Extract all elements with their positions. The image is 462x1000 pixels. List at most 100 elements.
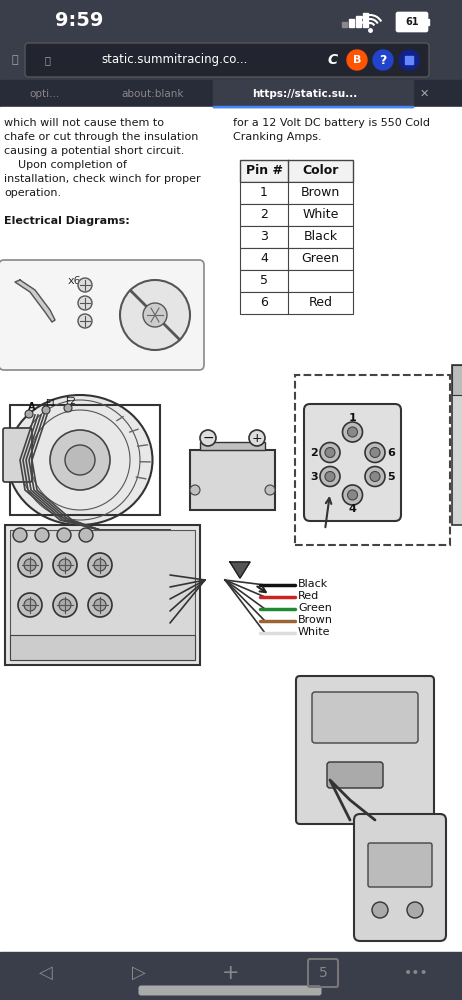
Text: F2: F2 (65, 397, 76, 406)
Circle shape (50, 430, 110, 490)
Circle shape (18, 593, 42, 617)
Text: opti...: opti... (30, 89, 60, 99)
Circle shape (320, 466, 340, 487)
Bar (452, 365, 462, 395)
Polygon shape (230, 562, 250, 578)
Bar (240, 270, 353, 292)
Bar (240, 292, 353, 314)
Text: Green: Green (298, 603, 332, 613)
Circle shape (78, 314, 92, 328)
Text: Cranking Amps.: Cranking Amps. (233, 132, 322, 142)
Bar (342, 22, 347, 27)
Text: 61: 61 (405, 17, 419, 27)
Text: 6: 6 (387, 448, 395, 458)
Circle shape (13, 528, 27, 542)
Circle shape (265, 485, 275, 495)
Circle shape (347, 427, 358, 437)
Text: Red: Red (309, 296, 333, 310)
FancyBboxPatch shape (396, 12, 427, 31)
Text: 6: 6 (260, 296, 268, 310)
Circle shape (25, 410, 33, 418)
Text: 9:59: 9:59 (55, 10, 103, 29)
Bar (200, 442, 265, 450)
Polygon shape (15, 280, 55, 322)
Text: +: + (252, 432, 262, 444)
Text: Pin #: Pin # (245, 164, 282, 178)
Circle shape (370, 448, 380, 458)
Bar (0, 80, 462, 107)
Text: Black: Black (304, 231, 338, 243)
FancyBboxPatch shape (296, 676, 434, 824)
Text: C: C (328, 53, 338, 67)
Circle shape (249, 430, 265, 446)
Circle shape (347, 490, 358, 500)
Bar (240, 226, 353, 248)
Text: 📖: 📖 (12, 55, 18, 65)
Circle shape (59, 599, 71, 611)
Circle shape (200, 430, 216, 446)
Circle shape (24, 599, 36, 611)
Text: Color: Color (302, 164, 339, 178)
Circle shape (190, 485, 200, 495)
Circle shape (373, 50, 393, 70)
FancyBboxPatch shape (368, 843, 432, 887)
Bar (240, 160, 353, 182)
Circle shape (35, 528, 49, 542)
Circle shape (78, 296, 92, 310)
Circle shape (342, 422, 363, 442)
Ellipse shape (7, 395, 152, 525)
Text: installation, check winch for proper: installation, check winch for proper (4, 174, 201, 184)
Text: 2: 2 (260, 209, 268, 222)
FancyBboxPatch shape (0, 260, 204, 370)
Bar (356, 16, 361, 27)
Text: Red: Red (298, 591, 319, 601)
Circle shape (65, 445, 95, 475)
Text: ◁: ◁ (39, 964, 53, 982)
Text: 5: 5 (387, 472, 395, 482)
Circle shape (94, 559, 106, 571)
Text: 🔒: 🔒 (44, 55, 50, 65)
Bar (0, 365, 462, 955)
Text: 4: 4 (348, 504, 357, 514)
Bar (10, 635, 195, 660)
Bar (213, 80, 413, 107)
Circle shape (57, 528, 71, 542)
Text: +: + (222, 963, 240, 983)
FancyBboxPatch shape (354, 814, 446, 941)
FancyBboxPatch shape (312, 692, 418, 743)
Circle shape (42, 406, 50, 414)
Circle shape (399, 50, 419, 70)
Text: 3: 3 (310, 472, 318, 482)
Text: Brown: Brown (298, 615, 333, 625)
Circle shape (370, 472, 380, 482)
Text: chafe or cut through the insulation: chafe or cut through the insulation (4, 132, 198, 142)
Circle shape (325, 448, 335, 458)
Text: White: White (298, 627, 330, 637)
Bar (363, 13, 368, 27)
Bar (213, 106, 413, 107)
FancyBboxPatch shape (304, 404, 401, 521)
Bar (10, 530, 195, 660)
FancyBboxPatch shape (139, 986, 322, 996)
Text: 4: 4 (260, 252, 268, 265)
Circle shape (407, 902, 423, 918)
Circle shape (78, 278, 92, 292)
Bar (349, 19, 354, 27)
Text: 1: 1 (260, 186, 268, 200)
Bar (5, 525, 200, 665)
Bar (0, 107, 462, 955)
Circle shape (24, 559, 36, 571)
Text: ?: ? (379, 53, 387, 66)
Text: Green: Green (302, 252, 340, 265)
Text: 1: 1 (349, 413, 356, 423)
Circle shape (372, 902, 388, 918)
Bar (426, 19, 429, 25)
Text: 5: 5 (319, 966, 328, 980)
Circle shape (365, 442, 385, 462)
Bar (0, 952, 462, 1000)
Bar (0, 40, 462, 80)
Text: static.summitracing.co...: static.summitracing.co... (102, 53, 248, 66)
Text: B: B (353, 55, 361, 65)
FancyBboxPatch shape (3, 428, 32, 482)
Bar (240, 182, 353, 204)
